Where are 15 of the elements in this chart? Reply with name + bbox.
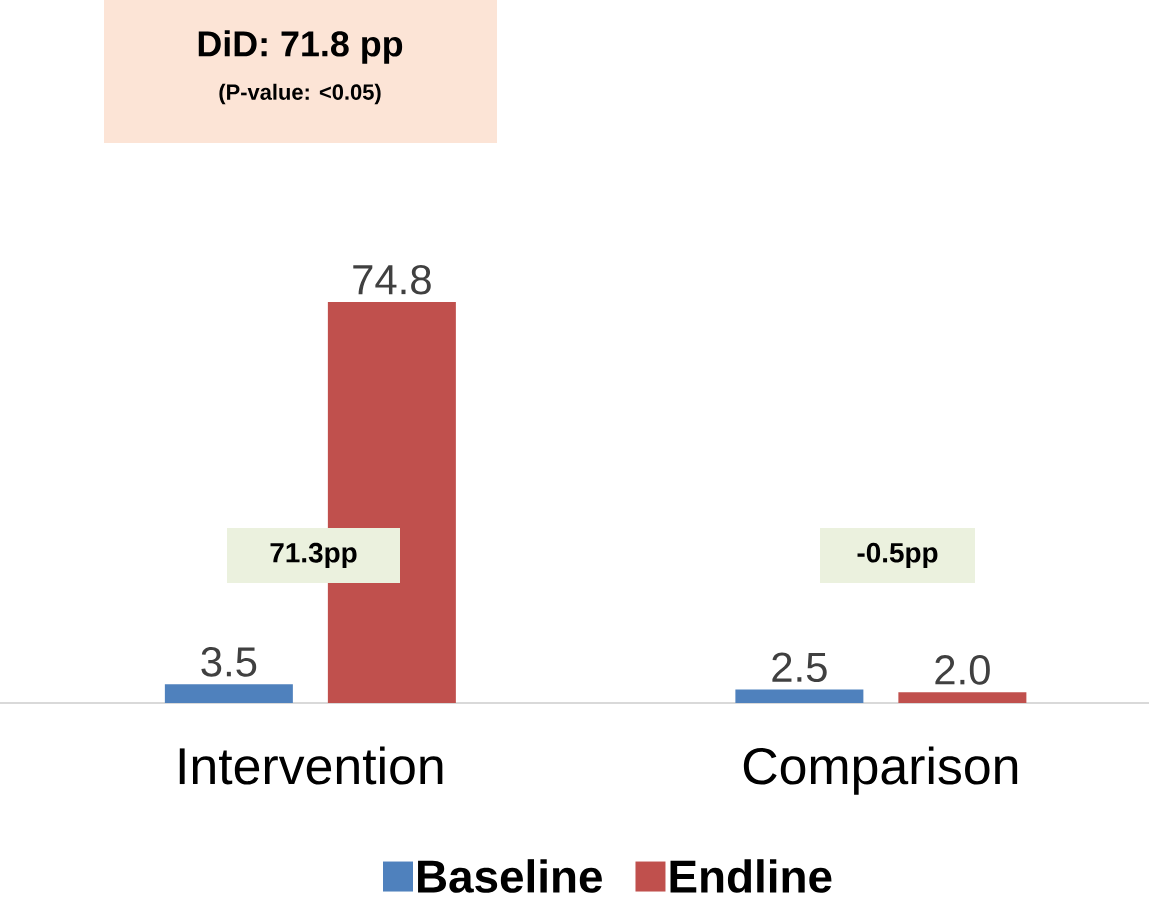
data-label: 74.8 — [353, 264, 431, 295]
x-tick-label: Intervention — [179, 746, 443, 785]
data-label: 2.0 — [935, 655, 990, 685]
x-tick-label: Comparison — [743, 746, 1018, 795]
legend-label: Baseline — [418, 859, 602, 893]
text: DiD: 71.8 pp — [198, 30, 403, 64]
data-label: 3.5 — [201, 647, 257, 677]
bar — [898, 692, 1027, 703]
annotation: 71.3pp — [270, 542, 357, 569]
annotation: -0.5pp — [857, 542, 938, 569]
text: (P-value: <0.05) — [219, 83, 381, 105]
legend-label: Endline — [670, 859, 832, 893]
bar — [164, 684, 293, 703]
data-label: 2.5 — [772, 652, 827, 683]
bar — [735, 689, 864, 703]
